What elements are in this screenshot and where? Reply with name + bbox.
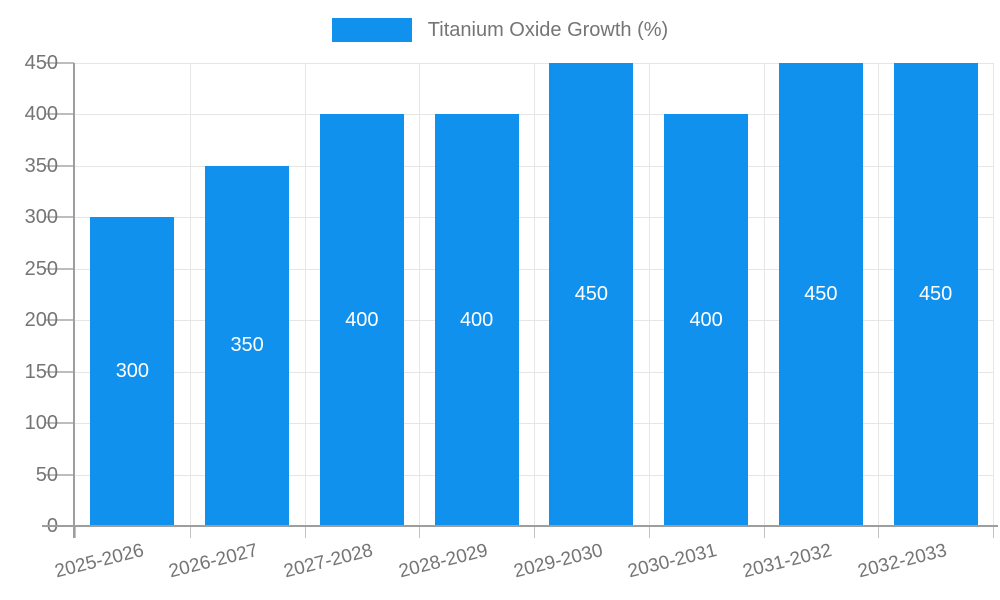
x-tick-mark (534, 526, 535, 538)
y-tick-mark (45, 422, 74, 425)
y-tick-mark (45, 370, 74, 373)
x-axis-label-text: 2028-2029 (396, 540, 490, 583)
y-axis-label: 100 (24, 412, 58, 435)
bar-value-label: 400 (689, 308, 723, 331)
bar[interactable]: 300 (90, 217, 175, 526)
x-gridline (878, 63, 880, 526)
y-tick-mark (45, 267, 74, 270)
x-gridline (648, 63, 650, 526)
bar-value-label: 450 (574, 283, 609, 305)
legend-swatch (331, 18, 412, 42)
x-axis-line (42, 525, 998, 527)
y-axis-label: 300 (24, 206, 58, 229)
y-tick-mark (45, 164, 74, 167)
bar[interactable]: 350 (205, 165, 290, 526)
y-axis-label: 200 (24, 309, 58, 332)
x-gridline (189, 63, 191, 526)
x-axis-label-text: 2031-2032 (740, 540, 834, 583)
x-gridline (763, 63, 765, 526)
x-axis-label-text: 2026-2027 (166, 540, 261, 583)
bar-value-label: 400 (345, 308, 379, 331)
y-tick-mark (45, 113, 74, 116)
y-tick-mark (45, 473, 74, 476)
x-gridline (304, 63, 306, 526)
bar[interactable]: 450 (893, 63, 978, 526)
x-tick-mark (763, 526, 765, 538)
x-axis-label-text: 2030-2031 (625, 540, 720, 583)
bar[interactable]: 450 (778, 63, 863, 526)
x-tick-mark (419, 526, 421, 538)
x-gridline (993, 63, 994, 526)
y-axis-label: 250 (24, 257, 58, 280)
bar[interactable]: 400 (664, 114, 749, 526)
y-tick-mark (45, 216, 74, 219)
y-axis-label: 350 (24, 154, 58, 177)
x-tick-mark (648, 526, 650, 538)
x-axis-label-text: 2032-2033 (855, 540, 949, 583)
x-tick-mark (189, 526, 191, 538)
legend-label: Titanium Oxide Growth (%) (427, 18, 669, 41)
x-axis-label-text: 2029-2030 (511, 540, 605, 583)
bar-value-label: 300 (115, 360, 150, 383)
bar[interactable]: 400 (434, 114, 519, 526)
x-axis-label-text: 2027-2028 (281, 540, 375, 583)
x-tick-mark (304, 526, 306, 538)
y-tick-mark (45, 62, 74, 64)
x-axis-label-text: 2025-2026 (52, 540, 146, 583)
y-axis-label: 50 (35, 463, 58, 486)
x-gridline (534, 63, 535, 526)
bar-value-label: 350 (230, 334, 264, 357)
bar[interactable]: 400 (319, 114, 404, 526)
bar-value-label: 400 (459, 308, 494, 331)
x-tick-mark (993, 526, 994, 538)
y-axis-line (73, 63, 75, 538)
x-tick-mark (878, 526, 880, 538)
y-axis-label: 400 (24, 103, 58, 126)
x-gridline (419, 63, 421, 526)
y-axis-label: 150 (24, 360, 58, 383)
bar-value-label: 450 (804, 283, 838, 305)
y-tick-mark (45, 319, 74, 322)
x-tick-mark (75, 526, 76, 538)
bar[interactable]: 450 (549, 63, 634, 526)
bar-value-label: 450 (918, 283, 953, 305)
legend[interactable]: Titanium Oxide Growth (%) (0, 18, 1000, 42)
y-axis-label: 450 (24, 52, 58, 74)
